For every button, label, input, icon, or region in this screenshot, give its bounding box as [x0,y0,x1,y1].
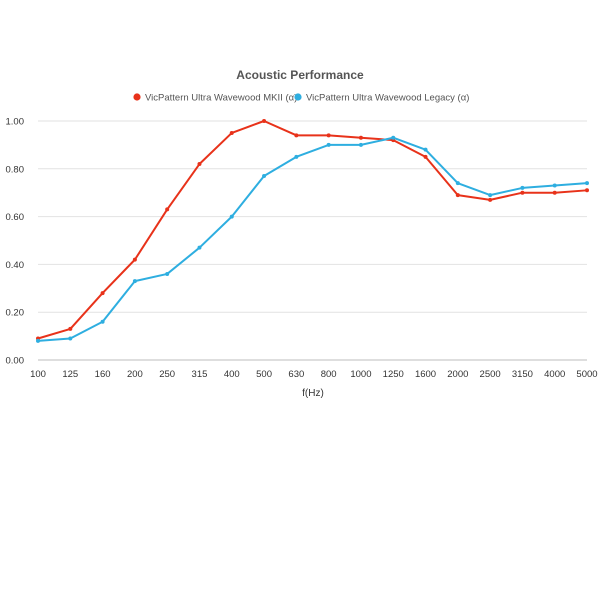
data-point [326,142,331,147]
x-axis-label: f(Hz) [302,388,324,399]
data-point [294,133,299,138]
data-point [423,147,428,152]
data-point [132,279,137,284]
x-tick-label: 200 [127,369,143,380]
data-point [132,257,137,262]
data-point [423,154,428,159]
data-point [455,181,460,186]
x-tick-label: 1250 [383,369,404,380]
data-point [100,291,105,296]
data-point [68,326,73,331]
x-tick-label: 315 [192,369,208,380]
x-tick-label: 800 [321,369,337,380]
x-tick-label: 630 [288,369,304,380]
data-point [36,338,40,343]
data-point [68,336,73,341]
gridlines [38,120,587,361]
x-tick-label: 2500 [480,369,501,380]
x-tick-label: 1000 [350,369,371,380]
y-axis-ticks: 0.00 0.20 0.40 0.60 0.80 1.00 [6,117,25,367]
y-tick-label: 0.40 [6,260,25,271]
x-tick-label: 4000 [544,369,565,380]
data-point [197,162,202,167]
series-line [37,120,588,340]
series-lines [36,119,589,343]
data-point [229,214,234,219]
x-tick-label: 250 [159,369,175,380]
x-tick-label: 500 [256,369,272,380]
data-point [229,130,234,135]
y-tick-label: 0.00 [6,356,25,367]
data-point [165,207,170,212]
legend-entry: VicPattern Ultra Wavewood Legacy (α) [306,93,469,104]
data-point [552,190,557,195]
legend-entry: VicPattern Ultra Wavewood MKII (α) [145,93,297,104]
x-tick-label: 160 [95,369,111,380]
x-tick-label: 400 [224,369,240,380]
x-tick-label: 2000 [447,369,468,380]
data-point [391,135,396,140]
y-tick-label: 0.60 [6,212,25,223]
data-point [488,197,493,202]
data-point [326,133,331,138]
chart-title: Acoustic Performance [236,68,364,82]
data-point [520,190,525,195]
legend: VicPattern Ultra Wavewood MKII (α) VicPat… [133,93,469,104]
series-line [37,136,588,342]
data-point [488,193,493,198]
data-point [455,193,460,198]
x-tick-label: 100 [30,369,46,380]
x-tick-label: 1600 [415,369,436,380]
data-point [358,142,363,147]
data-point [262,119,267,123]
y-tick-label: 0.80 [6,164,25,175]
data-point [552,183,557,188]
data-point [165,271,170,276]
data-point [197,245,202,250]
x-axis-ticks: 100 125 160 200 250 315 400 500 630 800 1000 1250 16… [30,369,598,380]
series-1 [36,119,589,341]
data-point [585,188,589,193]
data-point [358,135,363,140]
series-2 [36,135,589,343]
y-tick-label: 1.00 [6,117,25,128]
data-point [294,154,299,159]
y-tick-label: 0.20 [6,308,25,319]
legend-marker [294,93,302,101]
x-tick-label: 125 [62,369,78,380]
x-tick-label: 3150 [512,369,533,380]
data-point [585,181,589,186]
data-point [520,185,525,190]
x-tick-label: 5000 [576,369,597,380]
data-point [100,319,105,324]
legend-marker [133,93,141,101]
data-point [262,173,267,178]
